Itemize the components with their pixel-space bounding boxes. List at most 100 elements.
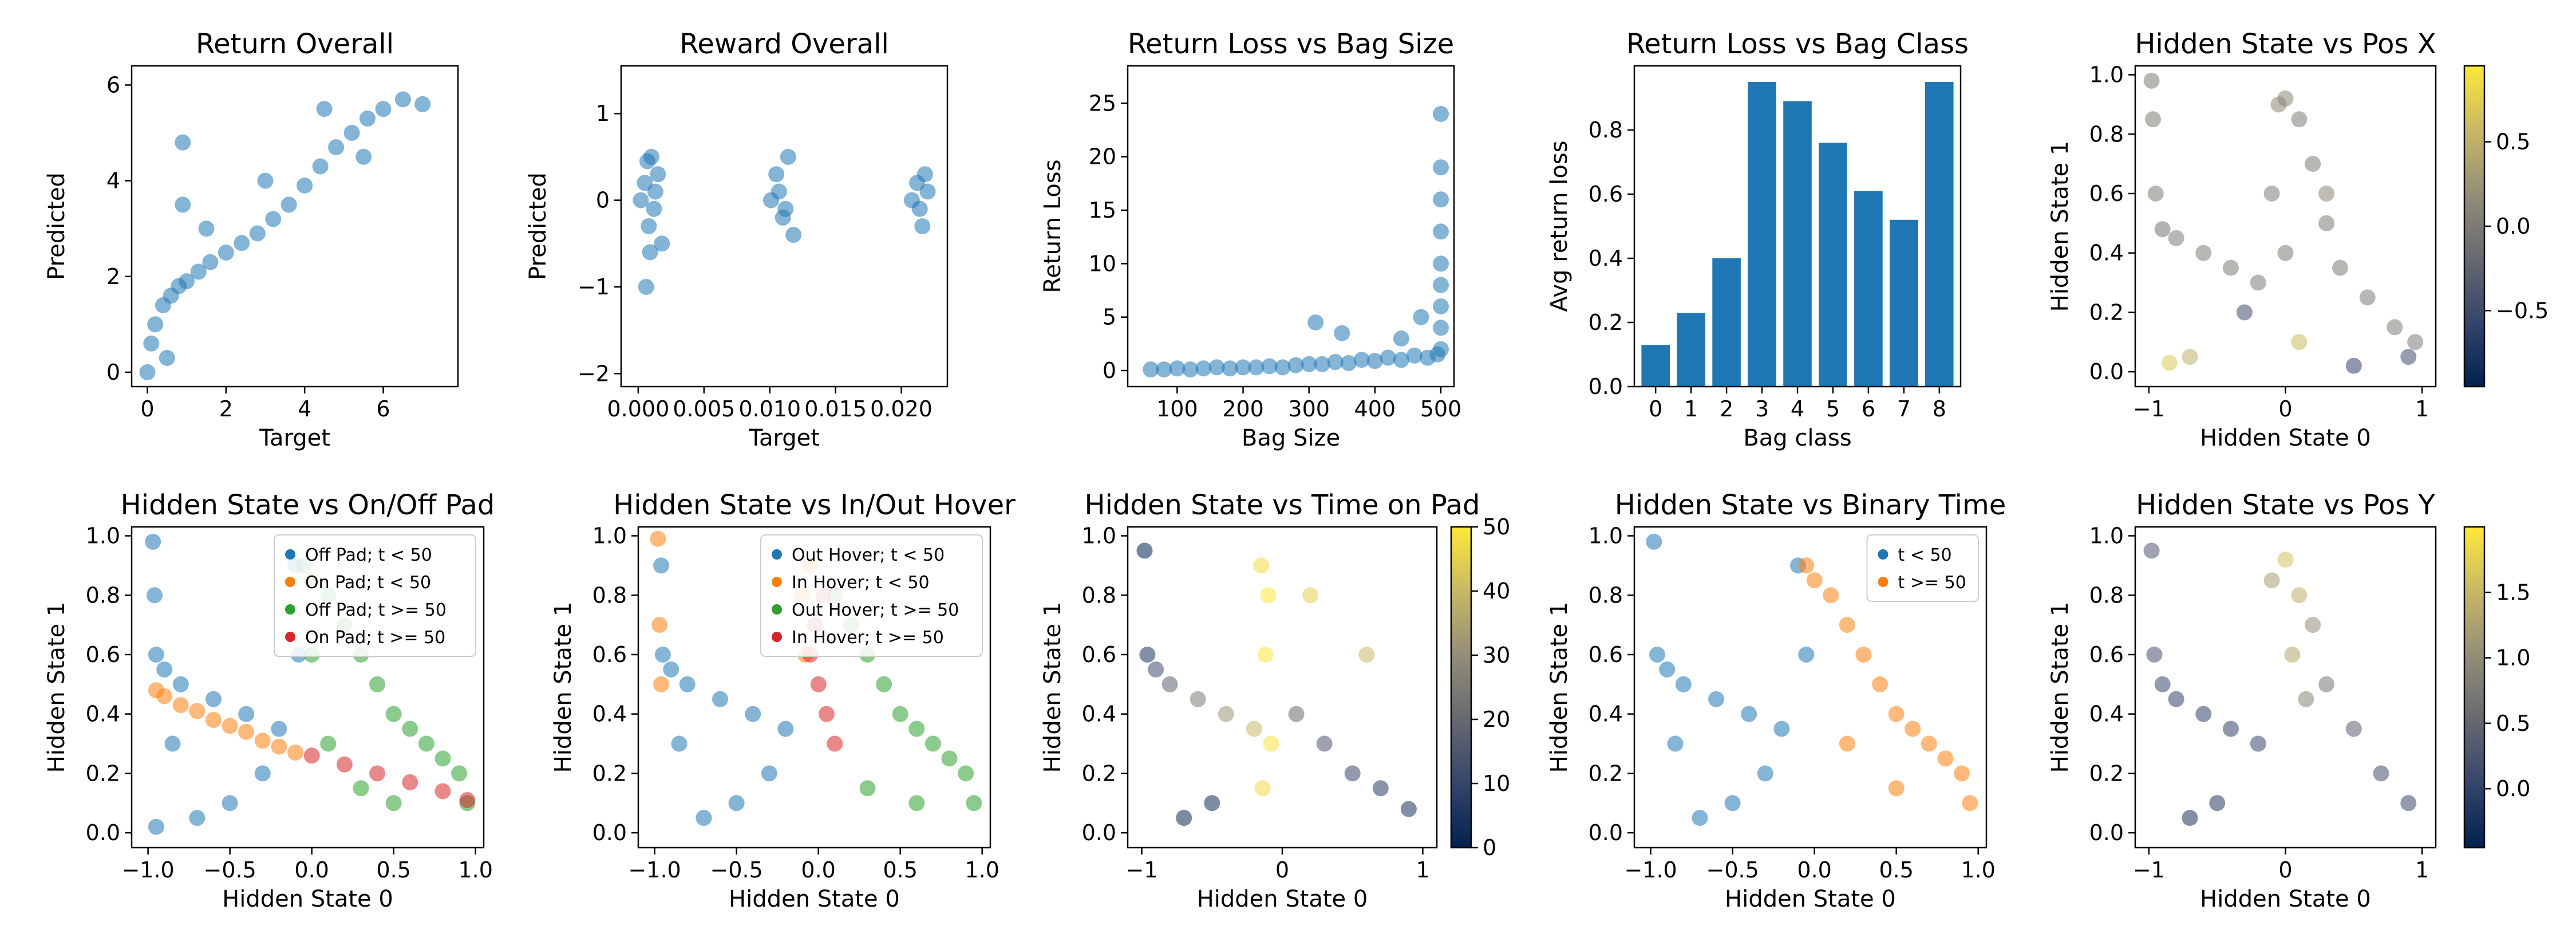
- bar-6: [1854, 191, 1883, 387]
- point: [633, 192, 649, 208]
- y-tick-label: 0.4: [2089, 702, 2124, 727]
- legend: Off Pad; t < 50 On Pad; t < 50 Off Pad; t …: [274, 534, 476, 657]
- point: [1261, 358, 1278, 375]
- point: [2400, 349, 2417, 365]
- legend-marker: [772, 604, 782, 615]
- x-axis-label: Hidden State 0: [729, 886, 900, 912]
- point: [1314, 356, 1330, 372]
- point: [1708, 691, 1724, 707]
- point: [2291, 587, 2308, 604]
- series-0: [1136, 542, 1417, 826]
- point: [1773, 720, 1790, 737]
- y-ticks: 0.0 0.2 0.4 0.6 0.8 1.0: [592, 523, 638, 845]
- y-axis-label: Hidden State 1: [1546, 602, 1573, 773]
- point: [1235, 359, 1251, 376]
- point: [222, 718, 238, 734]
- y-tick-label: 0.0: [1589, 374, 1623, 399]
- bar-0: [1641, 345, 1670, 387]
- y-tick-label: 0.8: [1589, 117, 1623, 143]
- point: [777, 720, 794, 737]
- y-tick-label: 0.8: [2089, 121, 2124, 147]
- x-tick-label: −1.0: [628, 857, 681, 883]
- point: [892, 706, 908, 722]
- point: [369, 676, 386, 692]
- y-tick-label: 1.0: [2089, 523, 2124, 549]
- point: [385, 795, 402, 812]
- point: [1413, 309, 1429, 325]
- legend-entry: t < 50: [1898, 545, 1952, 565]
- marks: [1646, 533, 1978, 826]
- point: [1839, 735, 1855, 752]
- point: [1204, 795, 1220, 812]
- point: [2291, 111, 2308, 128]
- subplot-title: Hidden State vs In/Out Hover: [613, 489, 1016, 521]
- x-tick-label: 0: [2278, 857, 2292, 883]
- point: [143, 335, 160, 352]
- x-tick-label: 300: [1288, 396, 1330, 422]
- point: [2407, 334, 2424, 351]
- y-ticks: 0.0 0.2 0.4 0.6 0.8 1.0: [1589, 523, 1634, 845]
- series-0: [653, 557, 794, 826]
- x-tick-label: −1: [2133, 857, 2165, 883]
- x-tick-label: 1.0: [1961, 857, 1995, 883]
- point: [2400, 795, 2417, 812]
- y-axis-label: Hidden State 1: [44, 602, 70, 773]
- y-tick-label: 0.6: [2089, 642, 2124, 667]
- point: [2182, 349, 2198, 365]
- x-tick-label: 1.0: [965, 857, 999, 883]
- x-tick-label: 0: [2278, 396, 2292, 422]
- x-tick-label: 0.0: [294, 857, 329, 883]
- point: [2318, 215, 2335, 231]
- point: [2277, 90, 2294, 107]
- point: [1161, 676, 1178, 692]
- point: [2223, 259, 2239, 276]
- bar-7: [1890, 219, 1918, 387]
- x-tick-label: −1.0: [1624, 857, 1677, 883]
- point: [271, 720, 287, 737]
- marks: [1136, 542, 1417, 826]
- y-tick-label: 0.6: [592, 642, 627, 667]
- x-tick-label: 6: [1862, 396, 1875, 422]
- y-ticks: 0.0 0.2 0.4 0.6 0.8 1.0: [2089, 62, 2135, 384]
- x-axis-label: Hidden State 0: [2200, 886, 2371, 912]
- colorbar-gradient: [2463, 526, 2486, 849]
- point: [654, 647, 671, 663]
- y-tick-label: 25: [1089, 90, 1116, 116]
- point: [1301, 356, 1317, 372]
- point: [1274, 359, 1291, 376]
- point: [175, 196, 191, 213]
- point: [1433, 223, 1449, 240]
- point: [159, 349, 175, 366]
- point: [653, 676, 669, 692]
- colorbar: 0 10 20 30 40 50: [1450, 514, 1510, 860]
- point: [451, 765, 468, 782]
- point: [1839, 617, 1855, 633]
- point: [1954, 765, 1970, 782]
- colorbar-tick-label: 0.0: [2496, 776, 2530, 801]
- point: [2263, 186, 2280, 202]
- x-tick-label: 400: [1354, 396, 1396, 422]
- point: [1433, 159, 1449, 176]
- y-tick-label: 0.2: [86, 761, 120, 786]
- x-tick-label: −0.5: [1706, 857, 1759, 883]
- point: [316, 101, 333, 117]
- colorbar-tick-label: 0.5: [2496, 711, 2530, 736]
- point: [353, 780, 369, 797]
- legend-entry: On Pad; t >= 50: [305, 628, 445, 648]
- subplot-title: Return Overall: [196, 28, 394, 60]
- point: [1855, 647, 1872, 663]
- y-ticks: 0.0 0.2 0.4 0.6 0.8 1.0: [86, 523, 132, 845]
- point: [2223, 720, 2239, 737]
- bar-2: [1712, 258, 1741, 387]
- series-1: [148, 682, 303, 761]
- point: [1433, 277, 1449, 293]
- legend-entry: On Pad; t < 50: [305, 573, 431, 593]
- legend: t < 50 t >= 50: [1866, 534, 1979, 602]
- y-tick-label: 0.4: [86, 702, 120, 727]
- point: [249, 225, 266, 242]
- x-tick-label: 4: [298, 396, 311, 422]
- y-tick-label: 0.4: [592, 702, 627, 727]
- axes-frame: [131, 526, 485, 849]
- point: [1334, 325, 1350, 341]
- point: [679, 676, 696, 692]
